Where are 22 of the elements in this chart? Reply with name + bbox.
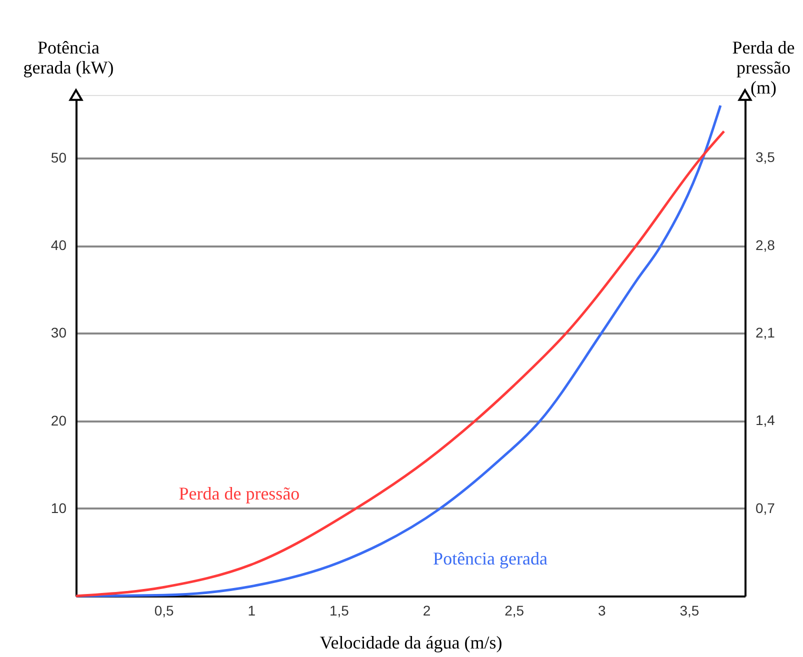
x-tick-label: 2 (422, 602, 431, 618)
y2-tick-label: 2,8 (756, 236, 776, 253)
y-tick-label: 10 (50, 500, 67, 516)
x-tick-label: 1 (248, 602, 256, 618)
y-axis-title: Potência gerada (kW) (23, 38, 114, 78)
x-tick-label: 3 (598, 602, 606, 618)
y-tick-label: 50 (50, 150, 67, 166)
y2-tick-label: 0,7 (756, 500, 776, 516)
x-tick-label: 2,5 (504, 602, 524, 618)
series-label: Perda de pressão (178, 483, 300, 504)
y-tick-label: 30 (50, 324, 67, 341)
y2-tick-label: 2,1 (756, 324, 776, 340)
x-tick-label: 0,5 (154, 602, 174, 618)
y2-axis-title: Perda de pressão (m) (732, 38, 795, 98)
x-tick-label: 3,5 (680, 602, 700, 618)
y2-tick-label: 3,5 (756, 149, 776, 166)
y-tick-label: 20 (50, 412, 67, 428)
x-tick-label: 1,5 (329, 602, 350, 618)
x-axis-title: Velocidade da água (m/s) (320, 632, 502, 652)
y-tick-label: 40 (50, 237, 67, 254)
series-label: Potência gerada (433, 548, 548, 568)
y2-tick-label: 1,4 (756, 412, 776, 428)
